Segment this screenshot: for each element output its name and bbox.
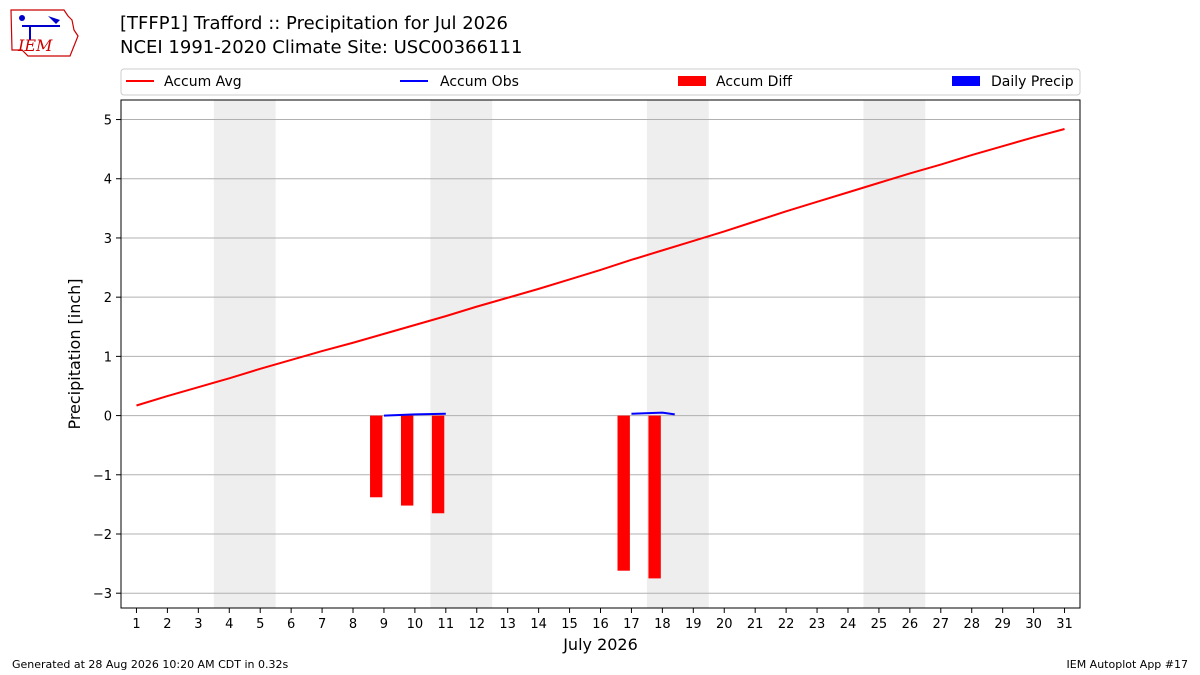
iem-logo: IEM xyxy=(10,9,79,57)
autoplot-app-label: IEM Autoplot App #17 xyxy=(1066,658,1189,671)
x-tick-label: 24 xyxy=(840,617,857,632)
x-tick-label: 19 xyxy=(685,617,702,632)
legend: Accum Avg Accum Obs Accum Diff Daily Precip xyxy=(120,68,1081,96)
legend-label: Accum Obs xyxy=(440,74,519,90)
x-tick-label: 17 xyxy=(623,617,640,632)
x-tick-label: 11 xyxy=(438,617,455,632)
y-tick-label: 1 xyxy=(104,350,112,365)
accum-diff-bar xyxy=(617,415,630,571)
series-lines xyxy=(136,128,1065,417)
x-tick-label: 1 xyxy=(132,617,140,632)
accum-diff-bar xyxy=(400,415,414,506)
accum-diff-bar xyxy=(648,415,661,579)
y-tick-label: 5 xyxy=(104,114,112,129)
x-tick-label: 30 xyxy=(1025,617,1042,632)
x-tick-label: 28 xyxy=(963,617,980,632)
chart-subtitle: NCEI 1991-2020 Climate Site: USC00366111 xyxy=(120,37,523,58)
x-tick-label: 4 xyxy=(225,617,233,632)
x-tick-label: 31 xyxy=(1056,617,1073,632)
logo-text: IEM xyxy=(17,36,53,55)
accum-diff-bar xyxy=(370,415,383,498)
legend-label: Daily Precip xyxy=(991,74,1074,90)
x-tick-label: 21 xyxy=(747,617,764,632)
x-tick-label: 18 xyxy=(654,617,671,632)
x-tick-label: 3 xyxy=(194,617,202,632)
weekend-shading xyxy=(213,100,926,608)
x-tick-label: 26 xyxy=(902,617,919,632)
accum-diff-bar xyxy=(431,415,445,514)
x-tick-label: 10 xyxy=(407,617,424,632)
y-tick-label: −3 xyxy=(93,587,112,602)
x-tick-label: 14 xyxy=(530,617,547,632)
accum-obs-line-0 xyxy=(383,412,446,417)
accum-obs-line-1 xyxy=(631,411,675,416)
y-tick-label: 3 xyxy=(104,232,112,247)
x-tick-label: 22 xyxy=(778,617,795,632)
x-tick-label: 16 xyxy=(592,617,609,632)
weekend-band-0 xyxy=(213,100,276,608)
legend-label: Accum Avg xyxy=(164,74,242,90)
weekend-band-3 xyxy=(863,100,926,608)
y-tick-label: 2 xyxy=(104,291,112,306)
legend-label: Accum Diff xyxy=(716,74,792,90)
weekend-band-1 xyxy=(430,100,493,608)
x-tick-label: 7 xyxy=(318,617,326,632)
x-tick-label: 8 xyxy=(349,617,357,632)
x-tick-label: 25 xyxy=(871,617,888,632)
accum-diff-bars xyxy=(370,415,661,579)
x-tick-label: 27 xyxy=(933,617,950,632)
x-axis-label: July 2026 xyxy=(562,635,638,654)
chart-title: [TFFP1] Trafford :: Precipitation for Ju… xyxy=(120,13,509,34)
x-axis-ticks: 1 2 3 4 5 6 7 8 9 10 11 12 13 14 15 16 17 18 19 20 21 22 23 24 2… xyxy=(132,608,1073,632)
x-tick-label: 20 xyxy=(716,617,733,632)
y-tick-label: −1 xyxy=(93,469,112,484)
generated-timestamp: Generated at 28 Aug 2026 10:20 AM CDT in… xyxy=(12,658,289,671)
x-tick-label: 13 xyxy=(499,617,516,632)
x-tick-label: 29 xyxy=(994,617,1011,632)
x-tick-label: 2 xyxy=(163,617,171,632)
y-axis-label: Precipitation [inch] xyxy=(65,278,84,429)
x-tick-label: 23 xyxy=(809,617,826,632)
x-tick-label: 5 xyxy=(256,617,264,632)
legend-swatch-bar xyxy=(678,76,706,86)
x-tick-label: 15 xyxy=(561,617,578,632)
y-tick-label: 0 xyxy=(104,410,112,425)
legend-swatch-bar xyxy=(952,76,980,86)
x-tick-label: 6 xyxy=(287,617,295,632)
y-gridlines xyxy=(121,119,1080,594)
y-tick-label: −2 xyxy=(93,528,112,543)
x-tick-label: 12 xyxy=(468,617,485,632)
legend-box xyxy=(120,68,1081,96)
y-axis-ticks: 5 4 3 2 1 0 −1 −2 −3 xyxy=(93,114,121,602)
y-tick-label: 4 xyxy=(104,173,112,188)
accum-avg-line xyxy=(136,128,1065,407)
x-tick-label: 9 xyxy=(380,617,388,632)
